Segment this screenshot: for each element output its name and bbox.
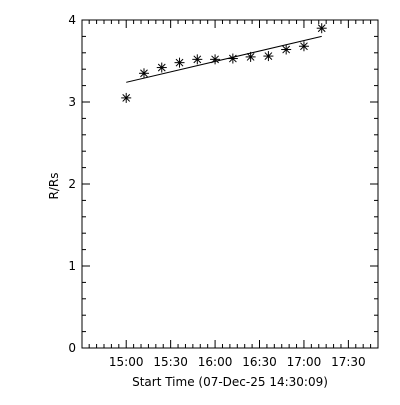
fit-line: [126, 35, 322, 83]
axis-ticks: [82, 19, 379, 349]
y-tick-label: 0: [68, 341, 76, 355]
data-point: [210, 54, 221, 65]
asterisk-stroke: [228, 54, 237, 63]
data-point: [174, 57, 185, 68]
x-tick-label: 16:00: [198, 355, 233, 369]
asterisk-stroke: [282, 45, 291, 54]
data-point: [298, 41, 309, 52]
data-point: [281, 44, 292, 55]
y-tick-label: 2: [68, 177, 76, 191]
asterisk-stroke: [140, 69, 148, 78]
data-points: [121, 23, 327, 103]
asterisk-stroke: [317, 24, 326, 33]
y-axis-title: R/Rs: [47, 173, 61, 200]
data-point: [263, 51, 274, 62]
asterisk-stroke: [193, 55, 202, 64]
data-point: [138, 68, 149, 79]
asterisk-stroke: [211, 55, 219, 64]
asterisk-stroke: [175, 58, 184, 67]
axis-tick-labels: 15:00 15:30 16:00 16:30 17:00 17:30 0 1 2 3 4: [68, 13, 365, 369]
asterisk-stroke: [157, 63, 166, 72]
fit-line-layer: [126, 35, 322, 83]
data-point: [316, 23, 327, 34]
x-tick-label: 17:00: [287, 355, 322, 369]
plot-frame: [81, 19, 379, 349]
x-tick-label: 15:00: [109, 355, 144, 369]
y-tick-label: 3: [68, 95, 76, 109]
asterisk-stroke: [264, 52, 273, 60]
x-tick-label: 15:30: [153, 355, 188, 369]
asterisk-stroke: [246, 53, 255, 61]
y-tick-label: 1: [68, 259, 76, 273]
data-point: [245, 51, 256, 62]
x-tick-label: 17:30: [331, 355, 366, 369]
x-axis-title: Start Time (07-Dec-25 14:30:09): [132, 375, 328, 389]
data-point: [227, 53, 238, 64]
data-point: [156, 62, 167, 73]
data-point: [121, 92, 132, 103]
x-tick-label: 16:30: [242, 355, 277, 369]
asterisk-stroke: [300, 42, 308, 51]
y-tick-label: 4: [68, 13, 76, 27]
data-point: [192, 54, 203, 65]
asterisk-stroke: [122, 94, 131, 102]
